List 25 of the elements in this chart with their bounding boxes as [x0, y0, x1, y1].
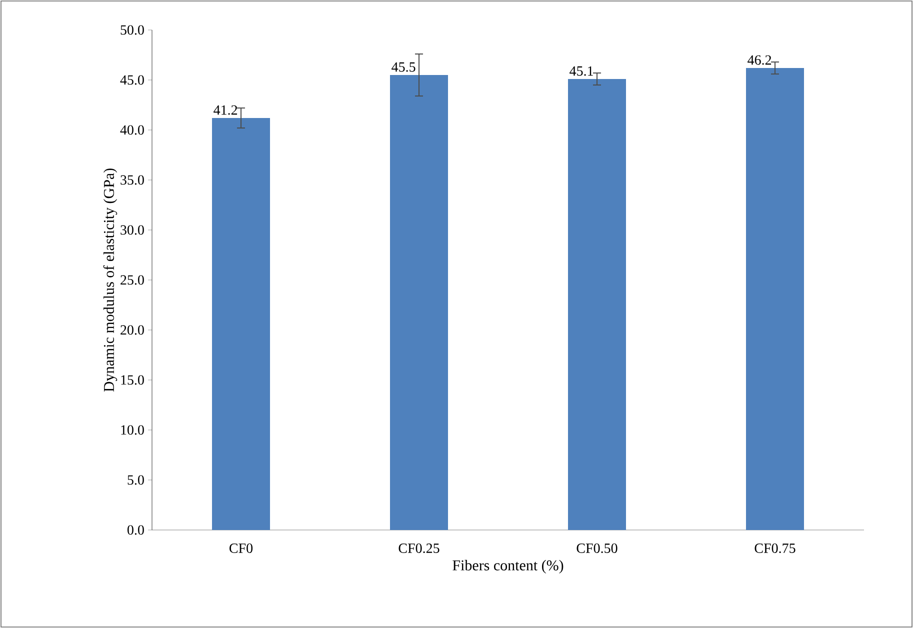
y-tick-label: 45.0 — [120, 75, 144, 85]
y-tick-label: 40.0 — [120, 125, 144, 135]
data-label: 45.1 — [570, 66, 593, 76]
x-tick-label: CF0 — [230, 544, 253, 553]
x-tick-label: CF0.75 — [754, 544, 796, 554]
data-label: 45.5 — [392, 62, 416, 72]
y-tick-label: 0.0 — [128, 525, 144, 535]
y-tick-label: 25.0 — [120, 275, 144, 285]
y-tick-label: 15.0 — [121, 375, 144, 385]
x-tick-label: CF0.25 — [398, 544, 440, 554]
y-tick-label: 5.0 — [128, 475, 144, 485]
y-tick-label: 10.0 — [121, 425, 144, 435]
y-tick-label: 30.0 — [120, 225, 144, 235]
data-label: 41.2 — [214, 105, 238, 115]
y-tick-label: 35.0 — [120, 175, 144, 185]
x-tick-label: CF0.50 — [576, 544, 618, 554]
y-tick-label: 50.0 — [120, 25, 144, 35]
bar — [212, 118, 270, 530]
x-axis-title: Fibers content (%) — [452, 560, 564, 574]
bar — [746, 68, 804, 530]
y-tick-label: 20.0 — [120, 325, 144, 335]
y-axis-title: Dynamic modulus of elasticity (GPa) — [103, 168, 118, 392]
bar — [568, 78, 626, 530]
bar — [390, 74, 448, 530]
data-label: 46.2 — [748, 55, 772, 65]
